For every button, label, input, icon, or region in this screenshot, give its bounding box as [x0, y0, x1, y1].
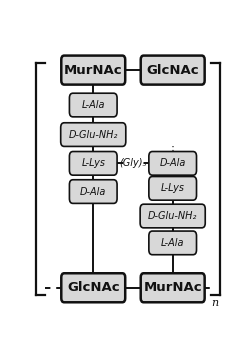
FancyBboxPatch shape: [149, 177, 196, 200]
Text: D-Glu-NH₂: D-Glu-NH₂: [68, 129, 118, 140]
FancyBboxPatch shape: [149, 231, 196, 255]
FancyBboxPatch shape: [140, 204, 205, 228]
Text: (Gly)₅: (Gly)₅: [120, 158, 147, 168]
Text: L-Lys: L-Lys: [81, 158, 105, 168]
FancyBboxPatch shape: [61, 55, 125, 84]
FancyBboxPatch shape: [70, 180, 117, 203]
Text: D-Ala: D-Ala: [160, 158, 186, 168]
FancyBboxPatch shape: [70, 151, 117, 175]
Text: D-Ala: D-Ala: [80, 187, 106, 196]
FancyBboxPatch shape: [61, 273, 125, 302]
Text: GlcNAc: GlcNAc: [146, 64, 199, 76]
FancyBboxPatch shape: [70, 93, 117, 117]
FancyBboxPatch shape: [61, 123, 126, 147]
FancyBboxPatch shape: [141, 273, 205, 302]
FancyBboxPatch shape: [149, 151, 196, 175]
Text: MurNAc: MurNAc: [64, 64, 122, 76]
Text: L-Ala: L-Ala: [161, 238, 184, 248]
FancyBboxPatch shape: [141, 55, 205, 84]
Text: L-Ala: L-Ala: [82, 100, 105, 110]
Text: L-Lys: L-Lys: [161, 183, 185, 193]
Text: n: n: [211, 298, 218, 308]
Text: GlcNAc: GlcNAc: [67, 281, 120, 294]
Text: D-Glu-NH₂: D-Glu-NH₂: [148, 211, 198, 221]
Text: MurNAc: MurNAc: [144, 281, 202, 294]
